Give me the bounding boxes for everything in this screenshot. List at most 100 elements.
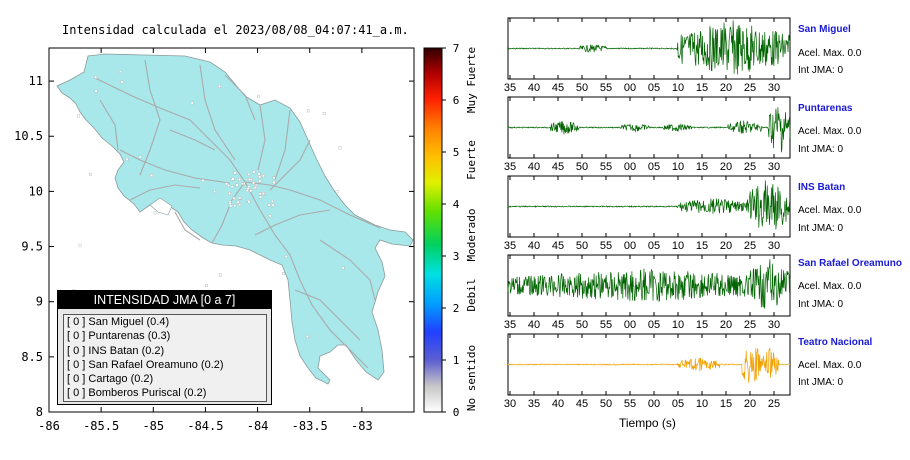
- panel-tick-label: 15: [696, 319, 708, 331]
- station-dot: [238, 196, 242, 200]
- station-dot: [257, 172, 261, 176]
- road: [224, 74, 256, 121]
- station-dot: [238, 178, 241, 181]
- panel-tick-label: 50: [576, 240, 588, 252]
- station-name-san-miguel: San Miguel: [798, 24, 851, 35]
- station-dot: [228, 202, 232, 206]
- station-dot: [252, 181, 255, 185]
- station-dot: [259, 195, 262, 199]
- panel-tick-label: 25: [744, 319, 756, 331]
- station-dot: [247, 185, 251, 188]
- station-dot: [272, 176, 276, 180]
- map-y-tick-label: 9: [36, 295, 43, 309]
- colorbar-labels: No sentido Debil Moderado Fuerte Muy Fuerte: [465, 47, 478, 411]
- road: [129, 184, 201, 201]
- station-dot: [201, 179, 205, 182]
- legend-item: [ 0 ] San Rafael Oreamuno (0.2): [67, 358, 224, 371]
- seismogram-panel: 35 40 45 50 55 00 05 10 15 20 25 30: [504, 254, 791, 331]
- station-dot: [338, 146, 342, 150]
- panel-tick-label: 55: [600, 319, 612, 331]
- panel-tick-label: 50: [576, 319, 588, 331]
- panel-tick-label: 55: [600, 240, 612, 252]
- station-name-san-rafael-oreamuno: San Rafael Oreamuno: [798, 258, 902, 269]
- station-jma: Int JMA: 0: [798, 144, 844, 155]
- station-acel: Acel. Max. 0.0: [798, 360, 862, 371]
- station-dot: [262, 192, 265, 196]
- panel-tick-label: 00: [624, 240, 636, 252]
- panel-tick-label: 55: [600, 82, 612, 94]
- station-dot: [89, 172, 92, 176]
- map-y-tick-label: 8: [36, 405, 43, 419]
- legend-item: [ 0 ] Puntarenas (0.3): [67, 330, 171, 343]
- panel-tick-label: 45: [552, 240, 564, 252]
- panel-tick-label: 25: [768, 398, 780, 410]
- station-jma: Int JMA: 0: [798, 65, 844, 76]
- station-jma: Int JMA: 0: [798, 299, 844, 310]
- road: [119, 149, 231, 184]
- station-dot: [232, 196, 236, 200]
- map-x-tick-label: -85.5: [83, 419, 119, 433]
- map-title: Intensidad calculada el 2023/08/08_04:07…: [62, 23, 409, 37]
- panel-tick-label: 05: [672, 398, 684, 410]
- station-dot: [305, 335, 309, 338]
- map-x-tick-label: -86: [38, 419, 60, 433]
- panel-tick-label: 40: [552, 398, 564, 410]
- map-x-tick-label: -84.5: [187, 419, 223, 433]
- station-dot: [153, 211, 157, 215]
- panel-tick-label: 55: [624, 398, 636, 410]
- station-dot: [78, 243, 82, 247]
- panel-tick-label: 40: [528, 240, 540, 252]
- panel-tick-label: 50: [576, 161, 588, 173]
- panel-tick-label: 10: [672, 82, 684, 94]
- station-acel: Acel. Max. 0.0: [798, 205, 862, 216]
- panel-tick-label: 20: [720, 240, 732, 252]
- legend-title: INTENSIDAD JMA [0 a 7]: [58, 291, 271, 309]
- colorbar-tick-label: 3: [453, 250, 460, 263]
- map-x-tick-label: -85: [142, 419, 164, 433]
- road-network: [94, 59, 381, 369]
- panel-tick-label: 25: [744, 82, 756, 94]
- station-dot: [235, 183, 239, 187]
- panel-tick-label: 20: [720, 319, 732, 331]
- time-axis-label: Tiempo (s): [619, 416, 676, 430]
- map-x-tick-label: -83: [351, 419, 373, 433]
- station-dot: [219, 273, 222, 277]
- intensity-legend: INTENSIDAD JMA [0 a 7] [ 0 ] San Miguel …: [57, 290, 272, 405]
- station-dot: [190, 101, 194, 105]
- road: [294, 289, 361, 341]
- station-name-ins-batan: INS Batan: [798, 182, 846, 193]
- panel-tick-label: 45: [552, 161, 564, 173]
- colorbar-label: Moderado: [465, 209, 478, 262]
- seismogram-trace: [507, 20, 791, 75]
- panel-tick-label: 10: [696, 398, 708, 410]
- colorbar-label: Debil: [465, 278, 478, 311]
- panel-tick-label: 40: [528, 161, 540, 173]
- panel-tick-label: 35: [528, 398, 540, 410]
- station-dot: [236, 200, 240, 204]
- colorbar-ticks: 0 1 2 3 4 5 6 7: [442, 42, 460, 419]
- station-dot: [120, 80, 124, 84]
- road: [99, 99, 119, 151]
- station-dot: [231, 177, 235, 181]
- station-dot: [138, 155, 142, 159]
- seismogram-trace: [507, 107, 791, 153]
- station-dot: [228, 192, 232, 195]
- road: [139, 59, 161, 176]
- panel-tick-label: 35: [504, 319, 516, 331]
- station-jma: Int JMA: 0: [798, 223, 844, 234]
- station-acel: Acel. Max. 0.0: [798, 126, 862, 137]
- costa-rica-landmass: [56, 53, 414, 385]
- seismogram-trace: [507, 259, 791, 309]
- station-dot: [227, 184, 230, 188]
- station-name-teatro-nacional: Teatro Nacional: [798, 337, 873, 348]
- panel-tick-label: 50: [576, 82, 588, 94]
- station-dot: [233, 204, 237, 208]
- station-dot: [341, 266, 345, 270]
- panel-tick-label: 40: [528, 319, 540, 331]
- intensity-colorbar: [423, 47, 443, 413]
- station-dot: [77, 114, 80, 118]
- station-dot: [238, 203, 241, 207]
- station-dot: [322, 112, 326, 115]
- station-dot: [230, 185, 234, 189]
